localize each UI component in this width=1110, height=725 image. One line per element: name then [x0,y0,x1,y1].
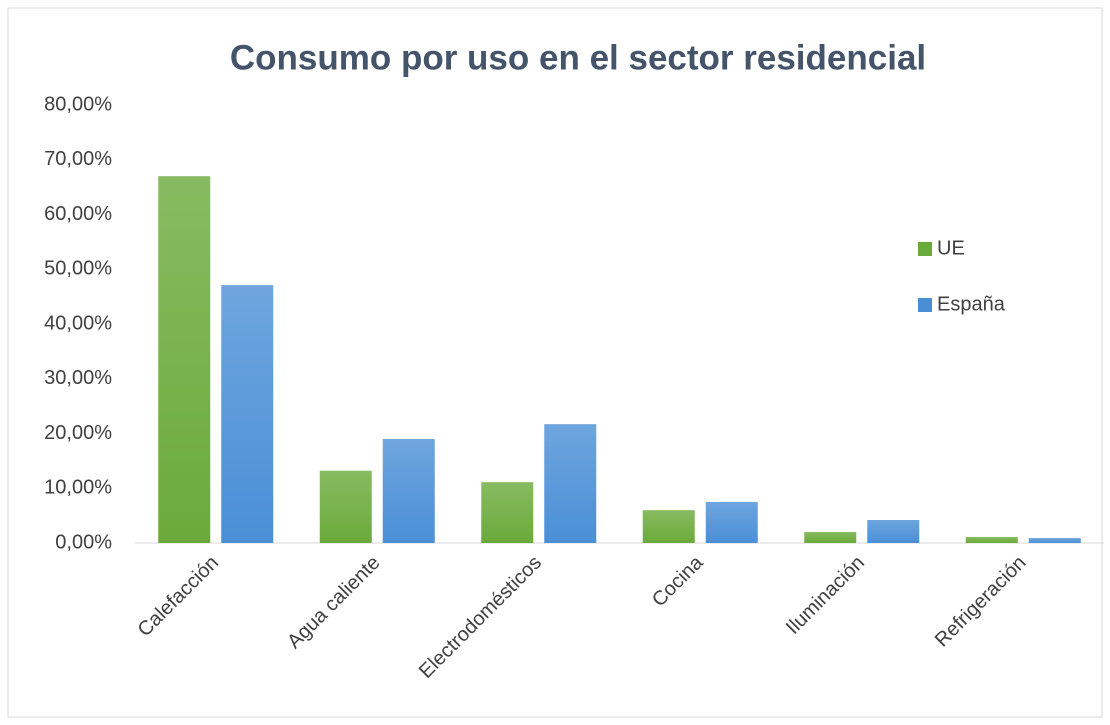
bar [319,470,372,543]
bar [1028,538,1081,543]
y-tick-label: 60,00% [44,203,112,225]
y-tick-label: 0,00% [55,531,112,553]
y-tick-label: 30,00% [44,367,112,389]
bar [642,510,695,543]
bar [544,424,597,543]
legend-label: UE [937,237,965,259]
bar [382,438,435,543]
legend-swatch [918,298,932,312]
y-tick-label: 50,00% [44,258,112,280]
bar [965,536,1018,543]
chart-title: Consumo por uso en el sector residencial [230,38,926,77]
y-tick-label: 80,00% [44,93,112,115]
y-tick-label: 20,00% [44,422,112,444]
bar [867,520,920,543]
y-tick-label: 70,00% [44,148,112,170]
bar [221,285,274,543]
bar [158,176,211,544]
bar [804,532,857,543]
legend-label: España [937,293,1006,315]
legend-swatch [918,242,932,256]
bar [481,482,534,543]
bar [705,501,758,543]
y-tick-label: 40,00% [44,312,112,334]
y-tick-label: 10,00% [44,477,112,499]
